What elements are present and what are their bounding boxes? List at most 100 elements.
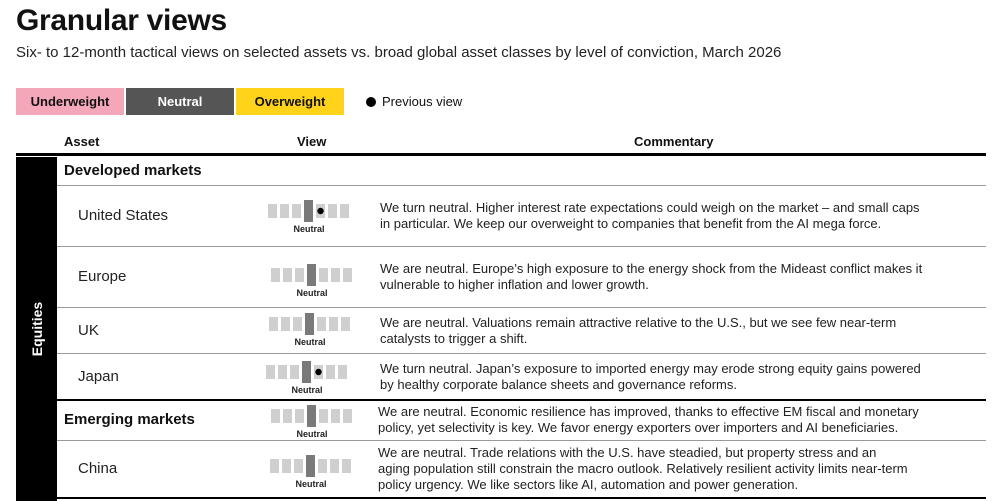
header-rule: [16, 153, 986, 156]
view-scale-current-marker: [306, 455, 315, 477]
view-scale-step: [269, 317, 278, 331]
commentary-line: catalysts to trigger a shift.: [380, 330, 528, 346]
view-scale-step: [317, 317, 326, 331]
commentary-text: We are neutral. Valuations remain attrac…: [380, 315, 985, 347]
view-scale-label: Neutral: [291, 385, 323, 395]
view-scale-step: [329, 317, 338, 331]
view-scale-step: [343, 409, 352, 423]
header-commentary: Commentary: [634, 134, 714, 149]
commentary-line: by healthy corporate balance sheets and …: [380, 376, 737, 392]
row-divider: [57, 497, 986, 499]
view-scale-step: [268, 204, 277, 218]
group-label-text: Equities: [28, 301, 45, 357]
view-scale: Neutral: [266, 360, 356, 395]
commentary-text: We are neutral. Economic resilience has …: [378, 404, 983, 436]
view-scale-step: [331, 268, 340, 282]
view-scale-label: Neutral: [294, 337, 326, 347]
view-scale-step: [292, 204, 301, 218]
legend: Underweight Neutral Overweight Previous …: [16, 88, 462, 115]
view-scale-current-marker: [304, 200, 313, 222]
view-scale-step: [283, 409, 292, 423]
view-scale-current-marker: [307, 264, 316, 286]
view-scale-step: [293, 317, 302, 331]
asset-name: China: [78, 460, 118, 477]
view-scale-step: [283, 268, 292, 282]
view-scale-step: [271, 409, 280, 423]
view-scale-graphic: [268, 200, 349, 222]
commentary-line: policy, yet selectivity is key. We favor…: [378, 420, 899, 435]
view-scale: Neutral: [271, 404, 361, 439]
asset-name: Japan: [78, 367, 119, 385]
view-scale-step: [282, 459, 291, 473]
legend-overweight: Overweight: [236, 88, 344, 115]
row-divider: [57, 353, 986, 354]
view-scale-step: [331, 409, 340, 423]
view-scale-step: [295, 409, 304, 423]
view-scale-step: [318, 459, 327, 473]
view-scale-step: [295, 268, 304, 282]
view-scale-step: [319, 409, 328, 423]
page-subtitle: Six- to 12-month tactical views on selec…: [16, 44, 782, 61]
view-scale-graphic: [266, 361, 347, 383]
section-heading: Emerging markets: [64, 411, 195, 428]
commentary-line: We are neutral. Trade relations with the…: [378, 445, 877, 460]
section-heading: Developed markets: [64, 162, 202, 179]
view-scale-step: [281, 317, 290, 331]
view-scale-label: Neutral: [296, 429, 328, 439]
commentary-line: vulnerable to higher inflation and lower…: [380, 277, 649, 292]
view-scale-current-marker: [302, 361, 311, 383]
header-asset: Asset: [64, 134, 100, 149]
commentary-line: We are neutral. Europe’s high exposure t…: [380, 261, 923, 276]
row-divider: [57, 307, 986, 308]
view-scale: Neutral: [271, 263, 361, 298]
legend-neutral: Neutral: [126, 88, 234, 115]
view-scale-graphic: [270, 455, 351, 477]
commentary-text: We are neutral. Europe’s high exposure t…: [380, 261, 985, 293]
commentary-text: We turn neutral. Higher interest rate ex…: [380, 200, 985, 232]
commentary-text: We turn neutral. Japan’s exposure to imp…: [380, 361, 985, 393]
legend-underweight: Underweight: [16, 88, 124, 115]
view-scale-current-marker: [305, 313, 314, 335]
commentary-line: We turn neutral. Higher interest rate ex…: [380, 200, 920, 215]
view-scale-label: Neutral: [296, 288, 328, 298]
view-scale-step: [319, 268, 328, 282]
view-scale-graphic: [271, 264, 352, 286]
view-scale-step: [280, 204, 289, 218]
view-scale-step: [294, 459, 303, 473]
commentary-line: We turn neutral. Japan’s exposure to imp…: [380, 360, 921, 376]
view-scale: Neutral: [268, 199, 358, 234]
page-title: Granular views: [16, 4, 227, 37]
row-divider: [57, 440, 986, 441]
group-label-equities: Equities: [16, 157, 57, 501]
view-scale-step: [270, 459, 279, 473]
row-divider: [57, 246, 986, 247]
asset-name: United States: [78, 207, 169, 224]
legend-previous-view-label: Previous view: [382, 94, 463, 109]
view-scale-current-marker: [307, 405, 316, 427]
view-scale-step: [266, 365, 275, 379]
view-scale-label: Neutral: [295, 479, 327, 489]
view-scale-step: [271, 268, 280, 282]
legend-previous-view: Previous view: [366, 94, 462, 109]
previous-view-dot-icon: [317, 207, 324, 215]
view-scale: Neutral: [270, 454, 360, 489]
view-scale-step: [343, 268, 352, 282]
view-scale-step: [338, 365, 347, 379]
view-scale-step: [340, 204, 349, 218]
view-scale-label: Neutral: [293, 224, 325, 234]
view-scale-step: [341, 317, 350, 331]
view-scale-step: [328, 204, 337, 218]
view-scale-step: [278, 365, 287, 379]
view-scale-step: [330, 459, 339, 473]
view-scale-graphic: [269, 313, 350, 335]
previous-view-dot-icon: [315, 368, 322, 376]
previous-view-dot-icon: [366, 96, 376, 107]
view-scale-step: [290, 365, 299, 379]
header-view: View: [297, 134, 327, 149]
view-scale: Neutral: [269, 312, 359, 347]
view-scale-step: [342, 459, 351, 473]
asset-name: UK: [78, 321, 99, 339]
commentary-line: policy urgency. We like sectors like AI,…: [378, 477, 799, 492]
commentary-line: We are neutral. Valuations remain attrac…: [380, 314, 897, 330]
table-header: Asset View Commentary: [16, 134, 986, 152]
